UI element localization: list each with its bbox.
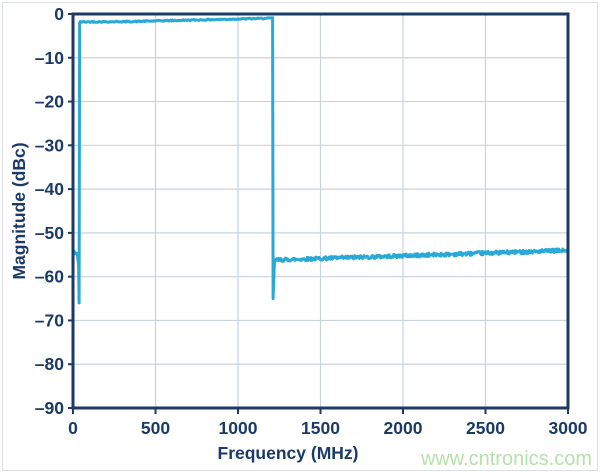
gridlines — [73, 14, 568, 408]
y-tick-label: –40 — [35, 179, 64, 199]
x-tick-label: 3000 — [549, 418, 588, 438]
y-tick-label: 0 — [54, 4, 64, 24]
y-tick-label: –70 — [35, 310, 64, 330]
x-axis-tick-labels: 0 500 1000 1500 2000 2500 3000 — [68, 418, 588, 438]
magnitude-curve — [71, 16, 570, 305]
watermark: www.cntronics.com — [420, 448, 592, 470]
y-tick-label: –10 — [35, 48, 64, 68]
x-tick-label: 1500 — [301, 418, 340, 438]
x-tick-label: 1000 — [219, 418, 258, 438]
y-axis-tick-labels: 0 –10 –20 –30 –40 –50 –60 –70 –80 –90 — [35, 4, 64, 418]
x-tick-label: 0 — [68, 418, 78, 438]
plot-frame — [71, 12, 570, 410]
y-tick-label: –90 — [35, 398, 64, 418]
x-tick-label: 500 — [141, 418, 170, 438]
x-axis-title: Frequency (MHz) — [218, 443, 359, 463]
axis-tick-marks — [68, 13, 569, 414]
y-tick-label: –30 — [35, 135, 64, 155]
y-tick-label: –60 — [35, 267, 64, 287]
y-tick-label: –50 — [35, 223, 64, 243]
x-tick-label: 2500 — [466, 418, 505, 438]
y-tick-label: –80 — [35, 354, 64, 374]
x-tick-label: 2000 — [384, 418, 423, 438]
y-axis-title: Magnitude (dBc) — [9, 142, 29, 279]
y-tick-label: –20 — [35, 92, 64, 112]
